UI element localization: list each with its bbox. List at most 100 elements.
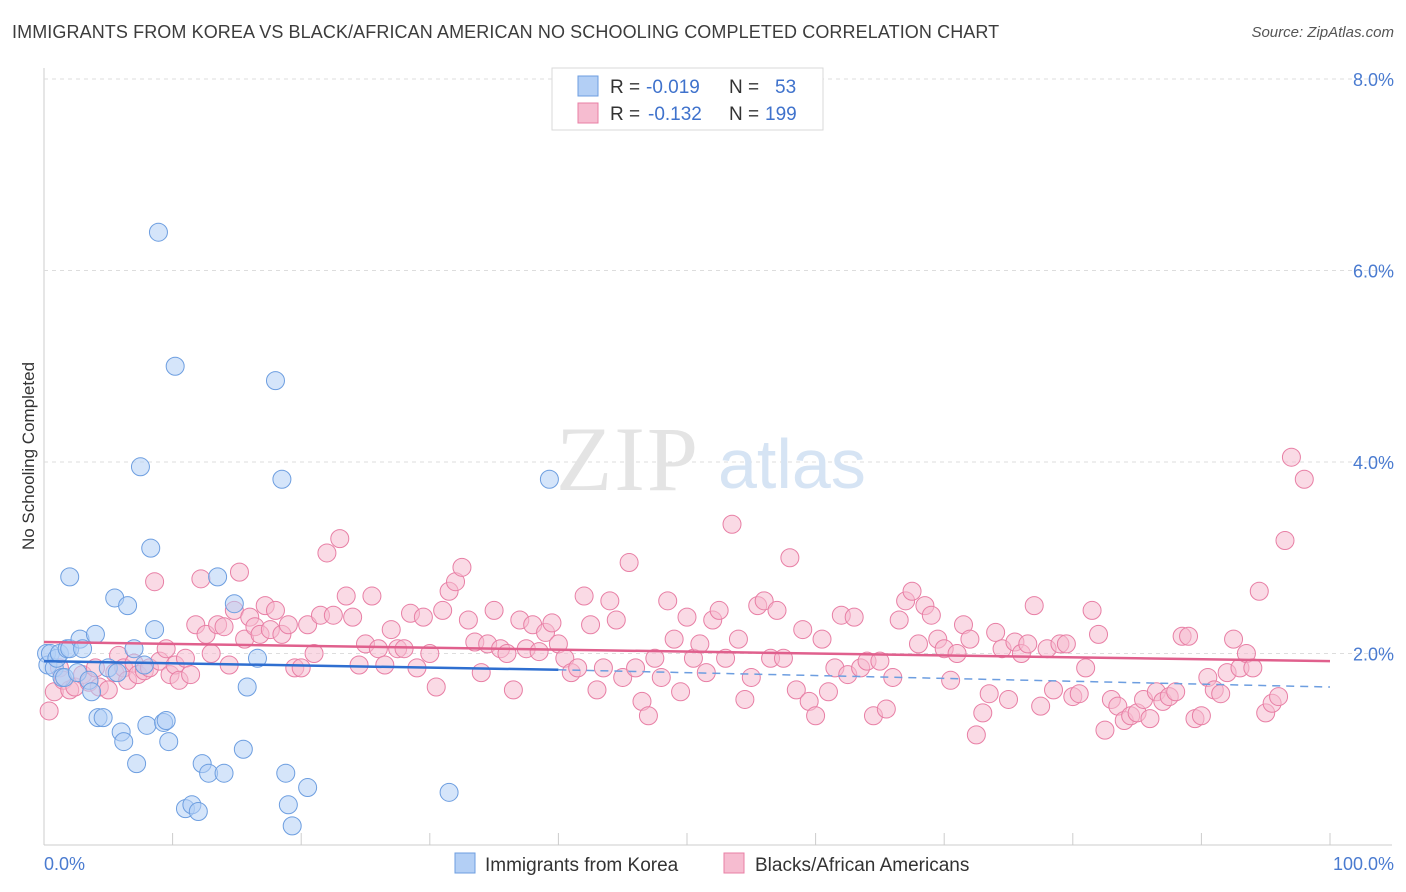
black-african-american-point	[638, 706, 658, 726]
korea-point	[247, 648, 267, 668]
black-african-american-point	[645, 648, 665, 668]
black-african-american-point	[265, 600, 285, 620]
black-african-american-point	[619, 553, 639, 573]
legend-black-swatch	[577, 102, 599, 124]
korea-point	[107, 663, 127, 683]
black-african-american-point	[902, 581, 922, 601]
black-african-american-point	[786, 680, 806, 700]
korea-point	[130, 457, 150, 477]
korea-point	[282, 816, 302, 836]
korea-point	[73, 639, 93, 659]
y-axis-tick-labels: 2.0% 4.0% 6.0% 8.0%	[1353, 70, 1394, 665]
black-african-american-point	[1095, 720, 1115, 740]
korea-point	[85, 624, 105, 644]
y-tick-label: 2.0%	[1353, 645, 1394, 665]
black-african-american-point	[1191, 706, 1211, 726]
legend-black-n-value: 199	[765, 104, 797, 125]
black-african-american-point	[908, 634, 928, 654]
y-axis-title: No Schooling Completed	[19, 362, 38, 550]
black-african-american-point	[941, 670, 961, 690]
black-african-american-point	[362, 586, 382, 606]
black-african-american-point	[1224, 629, 1244, 649]
x-axis-ticks	[43, 833, 1331, 845]
black-african-american-point	[497, 644, 517, 663]
black-african-american-point	[368, 639, 388, 659]
black-african-american-point	[1179, 626, 1199, 646]
black-african-american-point	[181, 665, 201, 685]
black-african-american-point	[1082, 600, 1102, 620]
korea-point	[148, 222, 168, 242]
black-african-american-point	[658, 591, 678, 611]
korea-point	[127, 754, 147, 774]
black-african-american-trend-line	[43, 640, 1331, 663]
watermark-zip: ZIP	[556, 408, 700, 510]
black-african-american-point	[1275, 531, 1295, 551]
black-african-american-point	[1076, 658, 1096, 678]
black-african-american-point	[1243, 658, 1263, 678]
black-african-american-point	[291, 658, 311, 678]
black-african-american-point	[39, 701, 59, 721]
black-african-american-point	[317, 543, 337, 563]
black-african-american-point	[606, 610, 626, 630]
black-african-american-point	[433, 600, 453, 620]
black-african-american-point	[722, 514, 742, 534]
black-african-american-point	[812, 629, 832, 649]
black-african-american-point	[966, 725, 986, 745]
black-african-american-point	[503, 680, 523, 700]
black-african-american-point	[690, 634, 710, 654]
black-african-american-point	[986, 622, 1006, 642]
legend-korea-r-value: -0.019	[646, 77, 700, 98]
black-african-american-point	[844, 607, 864, 627]
korea-point	[265, 371, 285, 391]
korea-point	[278, 795, 298, 815]
black-african-american-point	[304, 644, 324, 663]
y-tick-label: 6.0%	[1353, 262, 1394, 282]
korea-point	[224, 594, 244, 614]
black-african-american-point	[458, 610, 478, 630]
korea-point	[233, 739, 253, 759]
black-african-american-point	[767, 600, 787, 620]
black-african-american-point	[709, 600, 729, 620]
black-african-american-point	[1166, 682, 1186, 702]
korea-point	[134, 655, 154, 675]
black-african-american-point	[1031, 696, 1051, 716]
black-african-american-point	[728, 629, 748, 649]
black-african-american-point	[806, 706, 826, 726]
black-african-american-point	[323, 605, 343, 625]
black-african-american-point	[651, 667, 671, 687]
black-african-american-point	[484, 600, 504, 620]
black-african-american-point	[278, 615, 298, 635]
x-tick-label-min: 0.0%	[44, 854, 85, 874]
black-african-american-point	[818, 682, 838, 702]
black-african-american-point	[201, 644, 221, 663]
black-african-american-point	[381, 620, 401, 640]
black-african-american-point	[98, 680, 118, 700]
black-african-american-point	[754, 591, 774, 611]
bottom-legend-korea-label: Immigrants from Korea	[485, 855, 679, 876]
korea-point	[82, 682, 102, 702]
korea-point	[114, 732, 134, 752]
black-african-american-point	[613, 667, 633, 687]
x-tick-label-max: 100.0%	[1333, 854, 1394, 874]
black-african-american-point	[973, 703, 993, 723]
black-african-american-point	[1269, 687, 1289, 707]
black-african-american-point	[1249, 581, 1269, 601]
black-african-american-point	[156, 639, 176, 659]
black-african-american-point	[413, 607, 433, 627]
black-african-american-point	[793, 620, 813, 640]
korea-point	[137, 715, 157, 735]
black-african-american-point	[999, 689, 1018, 709]
bottom-legend-black-label: Blacks/African Americans	[755, 855, 969, 876]
korea-point	[539, 469, 559, 489]
black-african-american-point	[1089, 624, 1109, 644]
bottom-legend-black-swatch	[723, 852, 745, 874]
black-african-american-point	[921, 605, 941, 625]
black-african-american-point	[870, 651, 890, 671]
black-african-american-point	[1140, 709, 1160, 729]
black-african-american-point	[1281, 447, 1301, 467]
bottom-legend-korea-swatch	[454, 852, 476, 874]
black-african-american-point	[336, 586, 356, 606]
black-african-american-point	[677, 607, 697, 627]
black-african-american-point	[741, 667, 761, 687]
korea-point	[165, 356, 185, 376]
